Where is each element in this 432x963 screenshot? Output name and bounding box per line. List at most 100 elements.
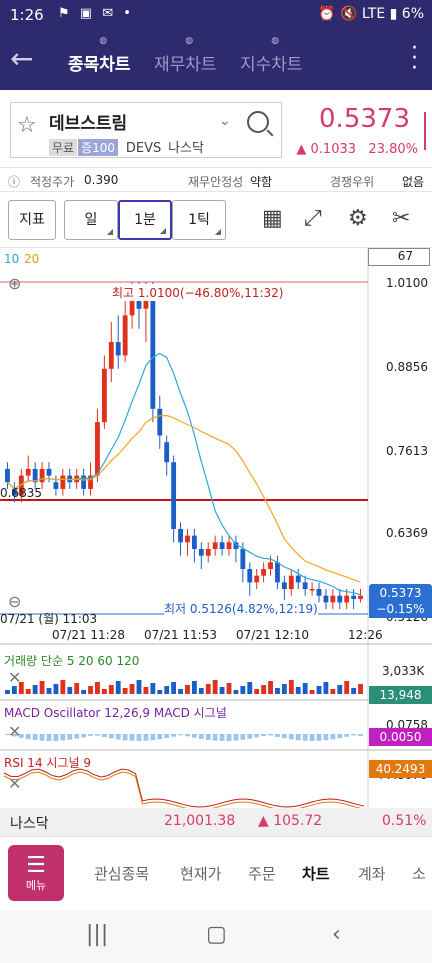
more-menu-icon[interactable]: · · · — [411, 36, 418, 81]
index-ticker-strip[interactable]: 나스닥 21,001.38 ▲ 105.72 0.51% — [0, 808, 432, 836]
macd-bar — [88, 734, 93, 736]
macd-bar — [205, 734, 211, 740]
menu-button[interactable]: ☰ 메뉴 — [8, 845, 64, 901]
stock-selector[interactable]: ☆ 데브스트림 ⌄ 무료 증100 DEVS 나스닥 — [10, 102, 282, 158]
macd-bar — [302, 734, 308, 741]
tab-index-chart[interactable]: ◍ 지수차트 — [240, 36, 303, 75]
bottom-nav: ☰ 메뉴 관심종목 현재가 주문 차트 계좌 소 — [0, 836, 432, 910]
candle-body — [53, 482, 59, 489]
candle-body — [219, 542, 225, 549]
volume-bar — [164, 686, 170, 694]
quote-header: ☆ 데브스트림 ⌄ 무료 증100 DEVS 나스닥 0.5373 ▲ 0.103… — [0, 90, 432, 168]
macd-bar — [74, 734, 80, 739]
help-icon[interactable]: ⓘ — [8, 175, 21, 189]
close-macd-icon[interactable]: ✕ — [8, 722, 22, 741]
volume-bar — [25, 689, 31, 694]
volume-bar — [129, 684, 135, 694]
period-count-box[interactable]: 67 — [368, 248, 430, 266]
current-price-tag: 0.5373 — [369, 584, 432, 602]
macd-bar — [281, 734, 287, 739]
x-tick: 12:26 — [348, 628, 383, 642]
interval-button[interactable]: 1분 ◢ — [118, 200, 172, 240]
tick-button[interactable]: 1틱 ◢ — [172, 200, 226, 240]
info-row: ⓘ 적정주가 0.390 재무안정성 약함 경쟁우위 없음 — [0, 168, 432, 192]
back-arrow-icon[interactable]: ← — [10, 42, 34, 75]
macd-bar — [53, 734, 59, 741]
macd-bar — [129, 734, 135, 741]
nav-watchlist[interactable]: 관심종목 — [94, 865, 150, 883]
volume-bar — [288, 680, 294, 694]
volume-bar — [32, 685, 38, 694]
candle-body — [157, 408, 163, 436]
candle-body — [198, 548, 204, 556]
volume-bar — [53, 684, 59, 694]
search-icon[interactable] — [247, 111, 269, 133]
candle-body — [323, 595, 329, 603]
candle-body — [150, 288, 156, 409]
macd-bar — [136, 734, 142, 741]
volume-bar — [88, 686, 93, 694]
fullscreen-icon[interactable]: ⤢ — [304, 206, 322, 231]
macd-bar — [60, 734, 66, 741]
candle-body — [108, 342, 114, 369]
high-price-label: 최고 1.0100(−46.80%,11:32) — [112, 284, 284, 301]
indicator-button[interactable]: 지표 — [8, 200, 56, 240]
volume-bar — [74, 683, 80, 694]
settings-gear-icon[interactable]: ⚙ — [348, 206, 368, 231]
back-icon[interactable]: ‹ — [332, 922, 341, 947]
tab-stock-chart[interactable]: ◍ 종목차트 — [68, 36, 131, 75]
volume-bar — [178, 689, 183, 694]
macd-bar — [268, 734, 273, 736]
index-change: ▲ 105.72 — [258, 813, 323, 829]
candle-body — [122, 315, 128, 356]
macd-bar — [330, 734, 336, 740]
recent-apps-icon[interactable]: ||| — [86, 922, 109, 947]
volume-bar — [171, 682, 177, 694]
volume-label: 거래량 단순 5 20 60 120 — [4, 654, 140, 668]
period-button[interactable]: 일 ◢ — [64, 200, 118, 240]
volume-bar — [11, 686, 17, 694]
volume-bar — [115, 681, 121, 694]
volume-bar — [136, 680, 142, 694]
nav-more[interactable]: 소 — [412, 865, 426, 883]
macd-bar — [5, 734, 10, 735]
chevron-down-icon[interactable]: ⌄ — [219, 113, 231, 129]
volume-bar — [275, 688, 280, 694]
tab-financial-chart[interactable]: ◍ 재무차트 — [154, 36, 217, 75]
macd-bar — [212, 734, 218, 741]
candle-body — [25, 468, 31, 476]
macd-bar — [18, 734, 24, 738]
current-price: 0.5373 — [319, 104, 410, 134]
tools-icon[interactable]: ✂ — [392, 206, 411, 231]
stock-name: 데브스트림 — [49, 114, 128, 134]
zoom-out-icon[interactable]: ⊖ — [8, 592, 22, 611]
close-volume-icon[interactable]: ✕ — [8, 668, 22, 687]
nav-chart[interactable]: 차트 — [302, 865, 330, 883]
macd-bar — [337, 734, 343, 739]
volume-bar — [46, 688, 52, 694]
close-rsi-icon[interactable]: ✕ — [8, 774, 22, 793]
candle-body — [233, 542, 239, 549]
network-label: LTE — [361, 6, 386, 22]
nav-order[interactable]: 주문 — [248, 865, 276, 883]
volume-max: 3,033K — [382, 664, 425, 678]
index-name: 나스닥 — [10, 816, 49, 832]
nav-current-price[interactable]: 현재가 — [180, 865, 222, 883]
candle-body — [337, 595, 343, 603]
candle-body — [164, 442, 170, 463]
macd-bar — [81, 734, 87, 738]
macd-bar — [115, 734, 121, 740]
rsi-current-tag: 40.2493 — [369, 760, 432, 778]
volume-bar — [337, 685, 343, 694]
nav-account[interactable]: 계좌 — [358, 865, 386, 883]
candle-body — [11, 488, 17, 496]
chart-area[interactable]: 10 20 67 ⊕ 최고 1.0100(−46.80%,11:32) 0.68… — [0, 248, 432, 838]
home-icon[interactable]: ▢ — [206, 922, 227, 947]
macd-bar — [233, 734, 239, 741]
grid-layout-icon[interactable]: ▦ — [262, 206, 283, 231]
price-chart-svg[interactable] — [0, 248, 432, 838]
stability-label: 재무안정성 — [188, 175, 244, 189]
moving-average-line — [7, 414, 361, 583]
favorite-star-icon[interactable]: ☆ — [17, 113, 37, 138]
zoom-in-icon[interactable]: ⊕ — [8, 274, 22, 293]
